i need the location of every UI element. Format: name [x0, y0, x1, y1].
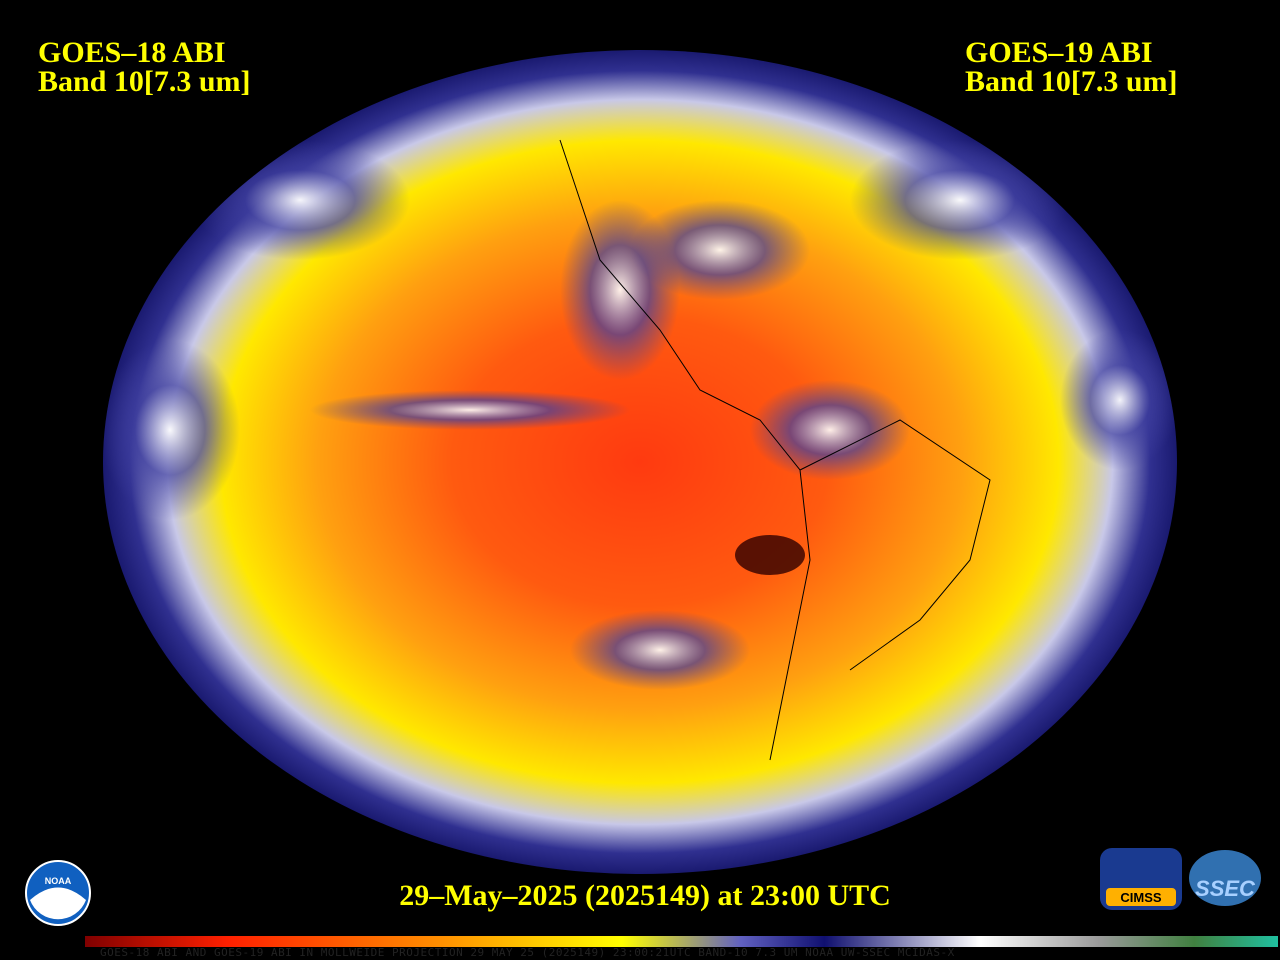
- earth-disk: [103, 50, 1177, 874]
- cimss-label: CIMSS: [1120, 890, 1162, 905]
- cloud-features: [103, 139, 1177, 761]
- footer-caption: GOES-18 ABI AND GOES-19 ABI IN MOLLWEIDE…: [100, 946, 955, 959]
- left-band: Band 10[7.3 um]: [38, 65, 251, 98]
- noaa-logo: NOAA: [25, 860, 91, 926]
- right-satellite: GOES–19 ABI: [965, 36, 1153, 69]
- right-band: Band 10[7.3 um]: [965, 65, 1178, 98]
- noaa-label: NOAA: [45, 876, 72, 886]
- timestamp: 29–May–2025 (2025149) at 23:00 UTC: [399, 879, 891, 912]
- left-satellite: GOES–18 ABI: [38, 36, 226, 69]
- color-bar: [85, 936, 1278, 947]
- ssec-logo: SSEC: [1189, 850, 1261, 906]
- ssec-label: SSEC: [1195, 876, 1256, 901]
- cimss-logo: CIMSS: [1100, 848, 1182, 910]
